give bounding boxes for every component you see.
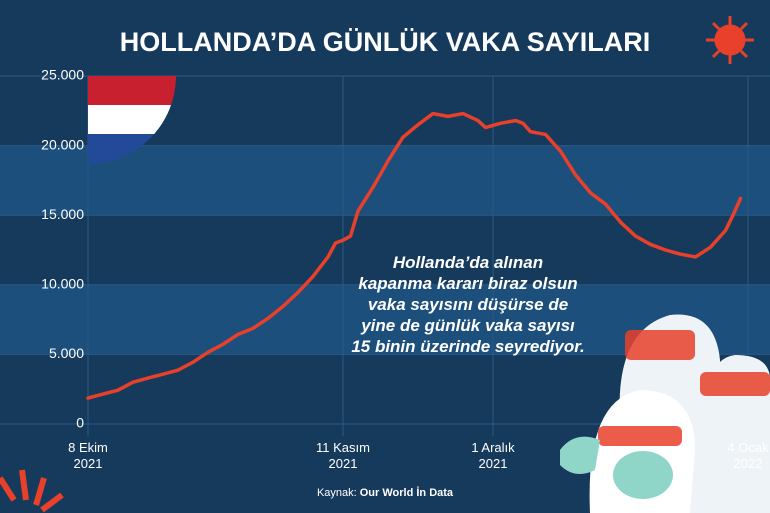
- annotation: Hollanda’da alınan kapanma kararı biraz o…: [318, 252, 618, 357]
- x-tick-label: 1 Aralık 2021: [471, 440, 515, 471]
- y-tick-label: 25.000: [41, 67, 84, 83]
- annotation-line: vaka sayısını düşürse de: [367, 295, 569, 314]
- source-label: Kaynak:: [316, 487, 357, 499]
- y-tick-label: 5.000: [49, 345, 84, 361]
- series-line: [86, 111, 743, 400]
- y-tick-label: 20.000: [41, 136, 84, 152]
- source-name: Our World İn Data: [359, 487, 454, 499]
- x-tick-label: 4 Ocak 2022: [727, 440, 769, 471]
- x-tick-label: 11 Kasım 2021: [316, 440, 370, 471]
- annotation-line: Hollanda’da alınan: [392, 253, 544, 272]
- y-tick-label: 0: [76, 415, 84, 431]
- chart-title: HOLLANDA’DA GÜNLÜK VAKA SAYILARI: [120, 27, 651, 57]
- y-tick-label: 10.000: [41, 276, 84, 292]
- corner-virus: [0, 469, 64, 513]
- x-tick-label: 8 Ekim 2021: [68, 440, 108, 471]
- virus-icon: [706, 16, 754, 64]
- annotation-line: yine de günlük vaka sayısı: [361, 316, 575, 335]
- health-workers: [560, 314, 770, 513]
- band: [0, 145, 770, 216]
- annotation-line: 15 binin üzerinde seyrediyor.: [351, 337, 585, 356]
- source: Kaynak: Our World İn Data: [0, 487, 770, 499]
- annotation-line: kapanma kararı biraz olsun: [358, 274, 578, 293]
- y-tick-label: 15.000: [41, 206, 84, 222]
